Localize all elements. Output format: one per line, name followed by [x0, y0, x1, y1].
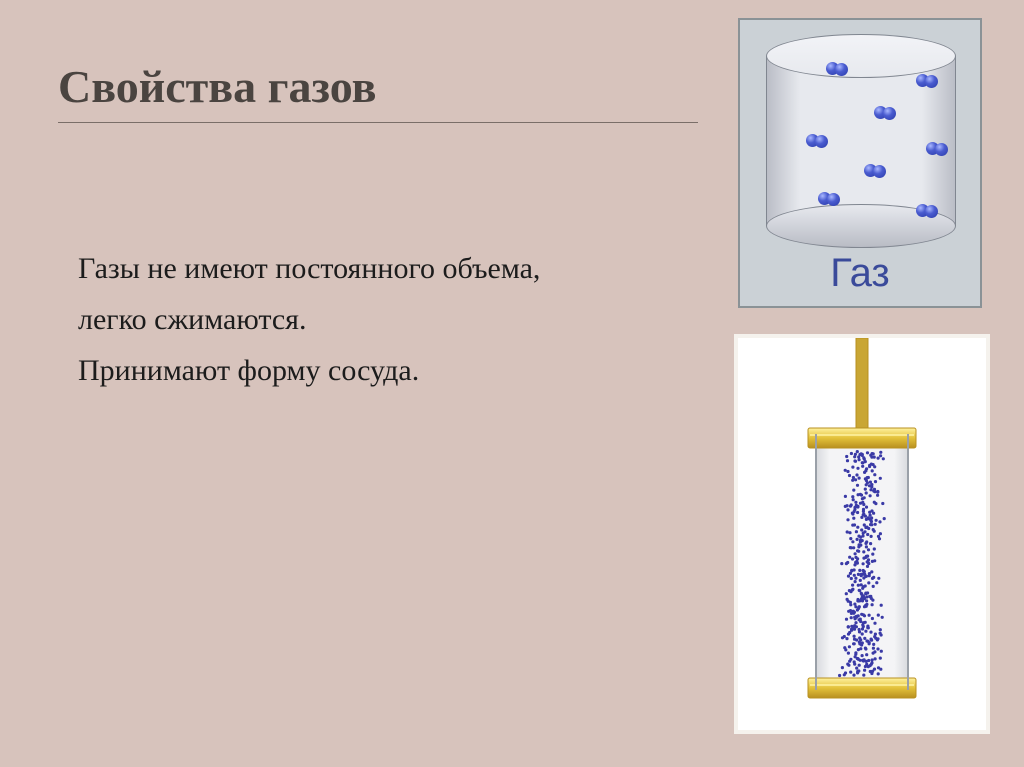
figure-piston: [734, 334, 990, 734]
cylinder-edge-left: [766, 56, 767, 226]
cylinder: [766, 34, 956, 244]
body-line-1: Газы не имеют постоянного объема,: [78, 246, 638, 291]
cylinder-edge-right: [955, 56, 956, 226]
figure-gas-cylinder: Газ: [738, 18, 982, 308]
body-line-2: легко сжимаются.: [78, 297, 638, 342]
molecule-icon: [806, 134, 828, 148]
figure1-caption: Газ: [740, 251, 980, 296]
title-underline: [58, 122, 698, 123]
molecule-icon: [926, 142, 948, 156]
body-text: Газы не имеют постоянного объема, легко …: [78, 246, 638, 399]
body-line-3: Принимают форму сосуда.: [78, 348, 638, 393]
cylinder-top: [766, 34, 956, 78]
slide-title: Свойства газов: [58, 60, 376, 113]
molecule-icon: [916, 204, 938, 218]
molecule-icon: [874, 106, 896, 120]
piston-svg: [738, 338, 986, 730]
slide: Свойства газов Газы не имеют постоянного…: [0, 0, 1024, 767]
molecule-icon: [864, 164, 886, 178]
molecule-icon: [916, 74, 938, 88]
molecule-icon: [826, 62, 848, 76]
molecule-icon: [818, 192, 840, 206]
